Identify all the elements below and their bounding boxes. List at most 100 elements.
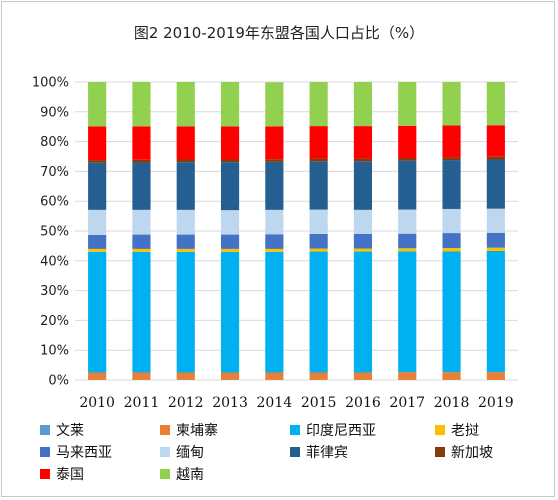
bar-segment	[486, 232, 505, 248]
legend-item: 柬埔寨	[160, 420, 290, 440]
bar-segment	[220, 372, 240, 380]
x-tick-label: 2011	[124, 395, 160, 411]
legend-label: 越南	[176, 467, 204, 483]
bar-segment	[88, 162, 107, 210]
x-tick-label: 2012	[168, 395, 204, 411]
bar-segment	[88, 248, 107, 252]
bar-segment	[442, 372, 461, 380]
bar-segment	[132, 162, 151, 210]
x-tick-label: 2010	[79, 395, 115, 411]
bar-segment	[132, 126, 151, 160]
bar-segment	[265, 251, 284, 373]
bar-segment	[265, 126, 284, 160]
bar-segment	[176, 234, 195, 249]
bar-segment	[132, 234, 151, 249]
y-tick-label: 40%	[40, 254, 69, 269]
bar-segment	[442, 82, 461, 126]
bar-segment	[220, 162, 240, 211]
bar-segment	[442, 160, 461, 209]
legend-item: 新加坡	[435, 442, 535, 462]
bar-segment	[486, 82, 505, 126]
bar-segment	[398, 209, 417, 234]
bar-segment	[132, 209, 151, 235]
bar-segment	[353, 248, 373, 252]
x-tick-label: 2019	[478, 395, 514, 411]
bar-segment	[176, 126, 195, 160]
legend-swatch	[435, 425, 445, 435]
bar-segment	[353, 158, 373, 162]
y-tick-label: 20%	[40, 314, 69, 329]
legend-label: 老挝	[451, 423, 479, 439]
bar-segment	[353, 251, 373, 373]
legend-label: 马来西亚	[56, 445, 112, 461]
bar-segment	[486, 159, 505, 209]
bar-segment	[220, 159, 240, 163]
bar-segment	[220, 234, 240, 249]
legend-item: 老挝	[435, 420, 535, 440]
bar-segment	[176, 372, 195, 380]
bar-segment	[309, 251, 328, 373]
bar-segment	[353, 209, 373, 234]
bar-segment	[176, 82, 195, 127]
bar-segment	[486, 247, 505, 251]
legend-swatch	[435, 447, 445, 457]
x-tick-label: 2017	[389, 395, 425, 411]
bar-segment	[353, 372, 373, 380]
bar-segment	[88, 126, 107, 161]
legend-swatch	[160, 425, 170, 435]
bar-segment	[176, 162, 195, 210]
bar-segment	[442, 247, 461, 252]
bar-segment	[398, 251, 417, 373]
bar-segment	[265, 209, 284, 235]
bar-segment	[398, 157, 417, 161]
bar-segment	[88, 234, 107, 249]
bar-segment	[220, 251, 240, 373]
legend-label: 柬埔寨	[176, 423, 218, 439]
bar-segment	[486, 156, 505, 160]
bar-segment	[265, 161, 284, 210]
bar-segment	[265, 159, 284, 162]
bar-segment	[220, 126, 240, 160]
y-tick-label: 60%	[40, 195, 69, 210]
bar-segment	[442, 125, 461, 158]
bar-segment	[486, 208, 505, 233]
bar-segment	[132, 248, 151, 252]
legend-swatch	[40, 447, 50, 457]
bar-segment	[176, 251, 195, 373]
legend-item: 菲律宾	[290, 442, 435, 462]
bar-segment	[398, 160, 417, 210]
y-tick-label: 90%	[40, 105, 69, 120]
legend-swatch	[160, 447, 170, 457]
bar-segment	[309, 209, 328, 234]
bar-segment	[309, 248, 328, 252]
bar-segment	[88, 209, 107, 235]
x-tick-label: 2013	[212, 395, 248, 411]
bar-segment	[176, 209, 195, 235]
bar-segment	[398, 82, 417, 126]
bar-segment	[442, 208, 461, 234]
bar-segment	[88, 160, 107, 163]
bar-segment	[265, 372, 284, 380]
bar-segment	[132, 159, 151, 163]
y-tick-label: 50%	[40, 225, 69, 240]
stacked-bar-chart: 0% 10% 20% 30% 40% 50% 60% 70% 80% 90% 100% 2010 201…	[32, 76, 518, 411]
legend-swatch	[40, 469, 50, 479]
legend-swatch	[160, 469, 170, 479]
legend-item: 越南	[160, 464, 290, 484]
bar-segment	[398, 372, 417, 380]
bar-segment	[132, 251, 151, 373]
y-tick-label: 100%	[32, 76, 69, 91]
x-tick-label: 2018	[434, 395, 470, 411]
bar-segment	[486, 125, 505, 157]
bar-segment	[442, 233, 461, 248]
legend-swatch	[290, 425, 300, 435]
bar-segment	[309, 82, 328, 127]
bar-segment	[220, 210, 240, 235]
legend-swatch	[290, 447, 300, 457]
bar-segment	[309, 158, 328, 162]
legend-item: 泰国	[40, 464, 160, 484]
legend-label: 泰国	[56, 467, 84, 483]
y-tick-label: 70%	[40, 165, 69, 180]
bar-segment	[398, 248, 417, 252]
bar-segment	[353, 233, 373, 249]
